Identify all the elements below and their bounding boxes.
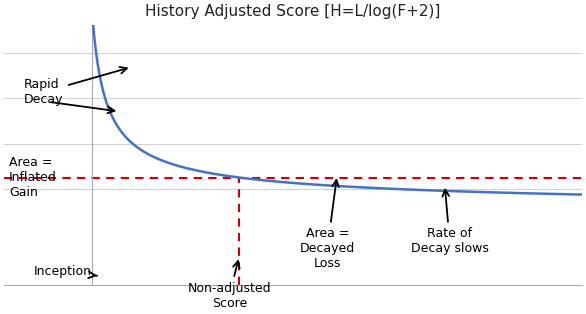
Title: History Adjusted Score [H=L/log(F+2)]: History Adjusted Score [H=L/log(F+2)] [145, 4, 441, 19]
Text: Non-adjusted
Score: Non-adjusted Score [188, 261, 271, 310]
Text: Rate of
Decay slows: Rate of Decay slows [411, 190, 489, 255]
Text: Rapid
Decay: Rapid Decay [24, 67, 127, 106]
Text: Area =
Inflated
Gain: Area = Inflated Gain [9, 156, 57, 199]
Text: Area =
Decayed
Loss: Area = Decayed Loss [299, 180, 355, 270]
Text: Inception: Inception [33, 265, 97, 279]
